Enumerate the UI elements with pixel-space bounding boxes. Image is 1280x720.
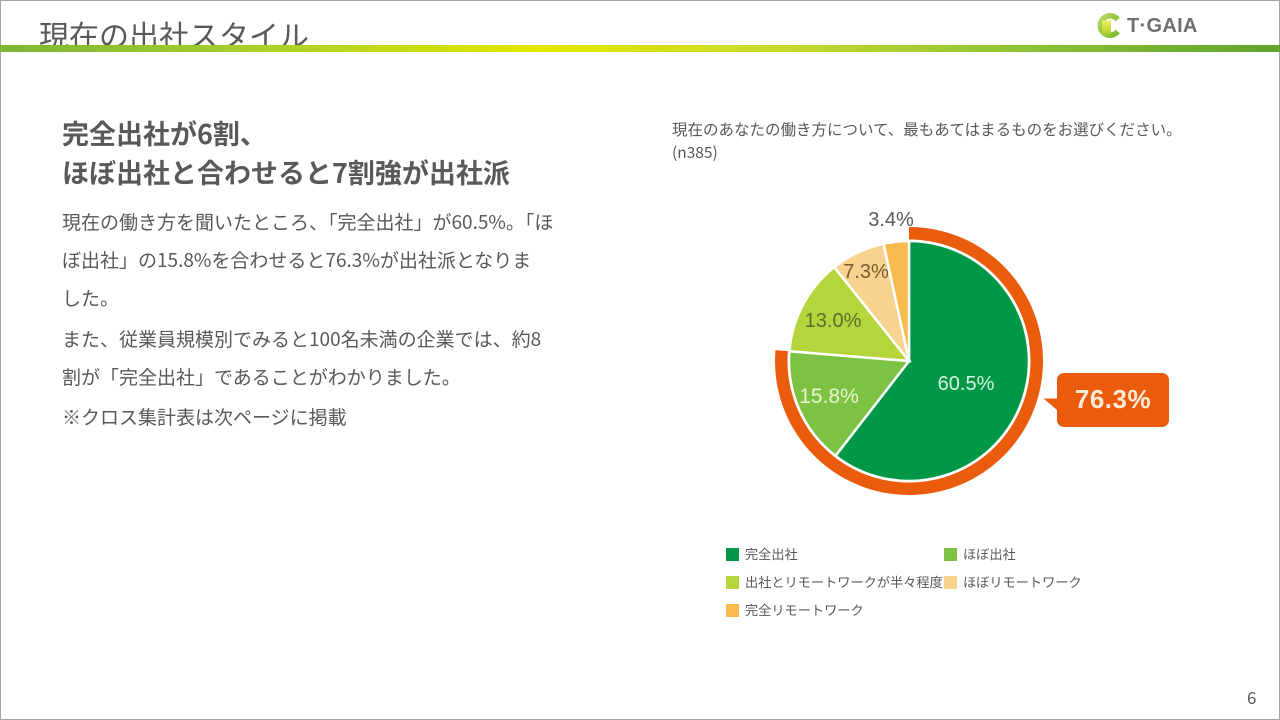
- svg-text:3.4%: 3.4%: [868, 209, 914, 231]
- svg-text:15.8%: 15.8%: [799, 385, 859, 408]
- svg-text:60.5%: 60.5%: [938, 373, 995, 395]
- svg-text:13.0%: 13.0%: [805, 310, 862, 332]
- svg-text:7.3%: 7.3%: [843, 261, 889, 283]
- svg-text:76.3%: 76.3%: [1075, 384, 1151, 414]
